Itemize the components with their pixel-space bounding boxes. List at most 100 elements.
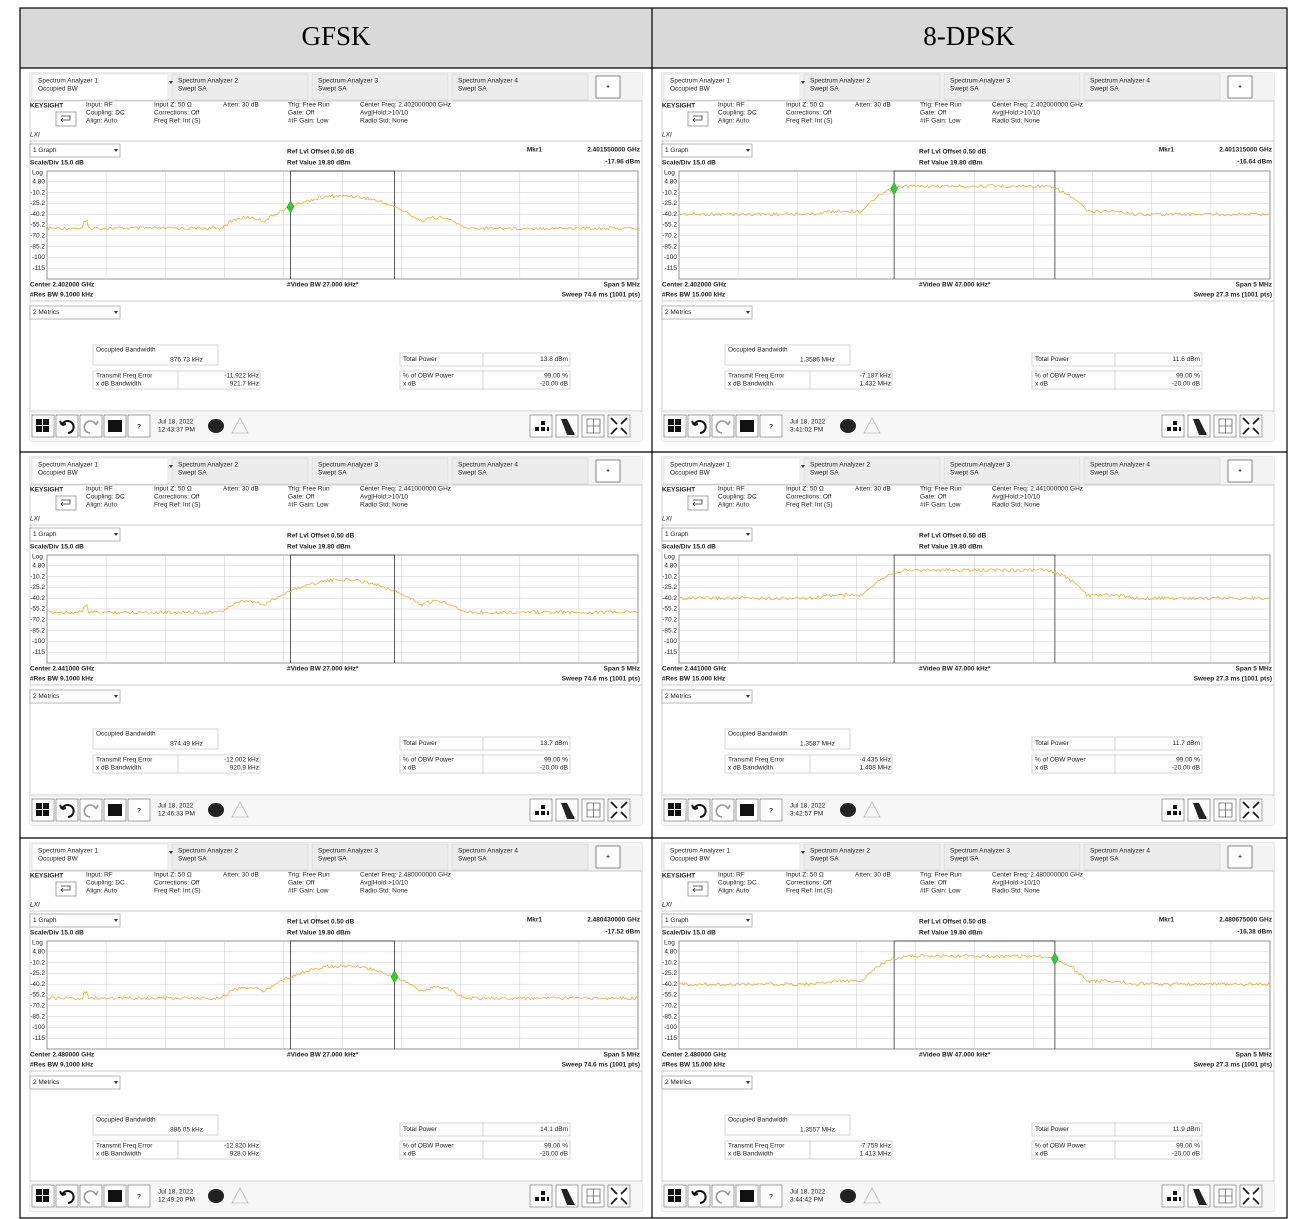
dropdown[interactable] xyxy=(29,1075,121,1090)
message-icon[interactable] xyxy=(208,1189,224,1203)
metric-box xyxy=(1031,352,1203,367)
icon-button[interactable] xyxy=(55,881,77,897)
message-icon[interactable] xyxy=(208,419,224,433)
obw-bracket xyxy=(893,554,1056,663)
info-text: Trig: Free Run xyxy=(288,486,330,493)
toolbar-button[interactable] xyxy=(529,1184,553,1208)
icon-button[interactable] xyxy=(55,111,77,127)
toolbar-button[interactable] xyxy=(711,414,735,438)
tab[interactable] xyxy=(311,73,449,101)
tab[interactable] xyxy=(1083,843,1221,871)
add-tab-button[interactable] xyxy=(595,845,621,869)
toolbar-button[interactable] xyxy=(1161,1184,1185,1208)
tab[interactable] xyxy=(663,843,801,871)
tab[interactable] xyxy=(943,73,1081,101)
message-icon[interactable] xyxy=(840,803,856,817)
toolbar-button[interactable] xyxy=(79,414,103,438)
icon-button[interactable] xyxy=(687,881,709,897)
toolbar-button[interactable] xyxy=(55,414,79,438)
metric-value: 1.432 MHz xyxy=(860,381,891,388)
toolbar-button[interactable] xyxy=(711,798,735,822)
dropdown[interactable] xyxy=(661,1075,753,1090)
tab[interactable] xyxy=(451,843,589,871)
tab[interactable] xyxy=(1083,457,1221,485)
message-icon[interactable] xyxy=(208,803,224,817)
add-tab-button[interactable] xyxy=(595,459,621,483)
toolbar-button[interactable] xyxy=(1161,798,1185,822)
tab[interactable] xyxy=(803,73,941,101)
toolbar-button[interactable] xyxy=(55,798,79,822)
info-text: Atten: 30 dB xyxy=(855,872,891,879)
metric-box xyxy=(92,754,261,774)
tab[interactable] xyxy=(311,843,449,871)
message-icon[interactable] xyxy=(840,419,856,433)
toolbar-button[interactable] xyxy=(687,414,711,438)
tab[interactable] xyxy=(943,843,1081,871)
toolbar-button[interactable] xyxy=(759,414,783,438)
info-text: Gate: Off xyxy=(920,880,946,887)
dropdown[interactable] xyxy=(661,305,753,320)
y-label: -10.2 xyxy=(662,189,677,196)
tab[interactable] xyxy=(943,457,1081,485)
metric-label: x dB xyxy=(1035,381,1048,388)
tab[interactable] xyxy=(31,843,169,871)
video-bw-label: #Video BW 27.000 kHz* xyxy=(287,666,359,673)
marker-label: Mkr1 xyxy=(1159,147,1175,154)
tab[interactable] xyxy=(803,843,941,871)
toolbar-button[interactable] xyxy=(759,1184,783,1208)
dropdown[interactable] xyxy=(29,689,121,704)
toolbar-button[interactable] xyxy=(529,414,553,438)
tab[interactable] xyxy=(311,457,449,485)
redo-icon xyxy=(83,1190,99,1204)
toolbar-button[interactable] xyxy=(127,1184,151,1208)
warning-icon xyxy=(863,801,881,818)
icon-button[interactable] xyxy=(687,495,709,511)
tab[interactable] xyxy=(451,73,589,101)
dropdown[interactable] xyxy=(29,143,121,158)
dropdown[interactable] xyxy=(661,143,753,158)
tab[interactable] xyxy=(171,73,309,101)
toolbar-button[interactable] xyxy=(127,798,151,822)
dropdown[interactable] xyxy=(661,689,753,704)
add-tab-button[interactable] xyxy=(1227,75,1253,99)
dropdown[interactable] xyxy=(29,305,121,320)
tab[interactable] xyxy=(1083,73,1221,101)
add-tab-button[interactable] xyxy=(1227,845,1253,869)
y-label: -115 xyxy=(664,649,677,656)
message-icon[interactable] xyxy=(840,1189,856,1203)
tab[interactable] xyxy=(803,457,941,485)
dropdown[interactable] xyxy=(661,527,753,542)
icon-button[interactable] xyxy=(687,111,709,127)
windows-icon xyxy=(36,803,49,816)
add-tab-button[interactable] xyxy=(1227,459,1253,483)
tab[interactable] xyxy=(31,73,169,101)
dropdown[interactable] xyxy=(29,527,121,542)
metric-label: Occupied Bandwidth xyxy=(96,1117,156,1124)
toolbar-button[interactable] xyxy=(1161,414,1185,438)
toolbar-button[interactable] xyxy=(687,1184,711,1208)
toolbar-button[interactable] xyxy=(529,798,553,822)
toolbar-button[interactable] xyxy=(711,1184,735,1208)
log-label: Log xyxy=(664,170,675,177)
tab[interactable] xyxy=(171,457,309,485)
center-label: Center 2.441000 GHz xyxy=(30,666,95,673)
toolbar-button[interactable] xyxy=(79,798,103,822)
toolbar-button[interactable] xyxy=(759,798,783,822)
tab[interactable] xyxy=(451,457,589,485)
tab[interactable] xyxy=(171,843,309,871)
toolbar-button[interactable] xyxy=(79,1184,103,1208)
tab[interactable] xyxy=(31,457,169,485)
icon-button[interactable] xyxy=(55,495,77,511)
add-tab-button[interactable] xyxy=(595,75,621,99)
toolbar-button[interactable] xyxy=(127,414,151,438)
dropdown[interactable] xyxy=(661,913,753,928)
tab[interactable] xyxy=(663,73,801,101)
table-border xyxy=(19,7,1288,1219)
time-label: 3:42:57 PM xyxy=(790,811,823,818)
toolbar-button[interactable] xyxy=(55,1184,79,1208)
toolbar-button[interactable] xyxy=(687,798,711,822)
info-text: Radio Std: None xyxy=(992,502,1040,509)
tab[interactable] xyxy=(663,457,801,485)
dropdown[interactable] xyxy=(29,913,121,928)
res-bw-label: #Res BW 9.1000 kHz xyxy=(30,292,94,299)
